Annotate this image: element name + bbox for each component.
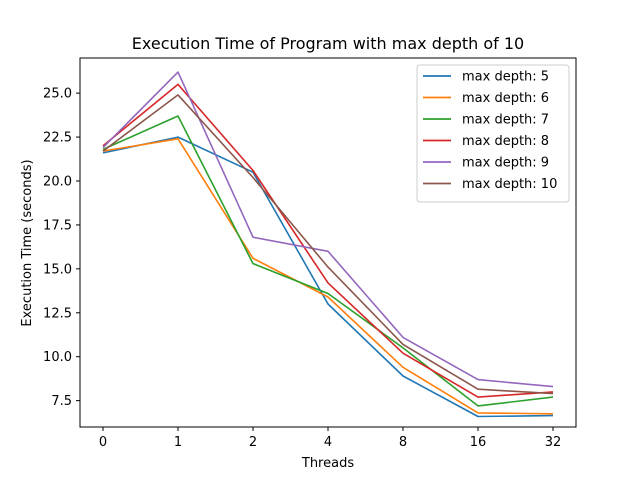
series-line-max-depth-5 <box>102 136 554 418</box>
x-tick-label: 1 <box>174 435 182 450</box>
y-tick-label: 7.5 <box>51 394 72 409</box>
legend-label: max depth: 7 <box>462 113 549 128</box>
series-line-max-depth-9 <box>102 71 554 388</box>
legend-label: max depth: 10 <box>462 177 557 192</box>
y-tick-label: 17.5 <box>43 218 72 233</box>
x-tick-label: 2 <box>249 435 257 450</box>
y-tick-label: 12.5 <box>43 306 72 321</box>
x-tick-label: 4 <box>324 435 332 450</box>
y-axis-label: Execution Time (seconds) <box>20 159 35 326</box>
x-tick-label: 16 <box>470 435 487 450</box>
legend-label: max depth: 9 <box>462 156 549 171</box>
y-axis: 7.5 10.0 12.5 15.0 17.5 20.0 22.5 25.0 <box>43 87 80 409</box>
series-line-max-depth-7 <box>102 115 554 407</box>
legend: max depth: 5 max depth: 6 max depth: 7 max … <box>416 64 570 203</box>
chart-title: Execution Time of Program with max depth… <box>132 34 524 53</box>
y-tick-label: 22.5 <box>43 131 72 146</box>
y-tick-label: 10.0 <box>43 350 72 365</box>
series-lines <box>102 71 554 418</box>
x-tick-label: 8 <box>399 435 407 450</box>
x-tick-label: 0 <box>99 435 107 450</box>
legend-label: max depth: 5 <box>462 70 549 85</box>
x-tick-label: 32 <box>545 435 562 450</box>
legend-item: max depth: 6 <box>423 91 549 106</box>
series-line-max-depth-10 <box>102 94 554 395</box>
legend-item: max depth: 5 <box>423 70 549 85</box>
legend-label: max depth: 8 <box>462 134 549 149</box>
legend-item: max depth: 7 <box>423 113 549 128</box>
legend-item: max depth: 10 <box>423 177 557 192</box>
x-axis-label: Threads <box>301 456 354 471</box>
legend-box <box>416 64 570 203</box>
y-tick-label: 20.0 <box>43 175 72 190</box>
x-axis: 0 1 2 4 8 16 32 <box>99 427 561 450</box>
series-line-max-depth-8 <box>102 83 554 398</box>
legend-item: max depth: 8 <box>423 134 549 149</box>
y-tick-label: 25.0 <box>43 87 72 102</box>
series-line-max-depth-6 <box>102 138 554 415</box>
plot-frame <box>79 57 577 428</box>
y-tick-label: 15.0 <box>43 262 72 277</box>
legend-item: max depth: 9 <box>423 156 549 171</box>
legend-label: max depth: 6 <box>462 91 549 106</box>
